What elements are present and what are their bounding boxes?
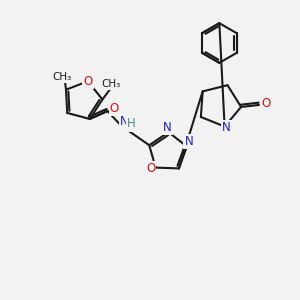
Text: O: O <box>261 98 271 110</box>
Text: O: O <box>83 75 92 88</box>
Text: O: O <box>110 102 119 115</box>
Text: CH₃: CH₃ <box>101 80 120 89</box>
Text: N: N <box>222 121 231 134</box>
Text: N: N <box>120 116 129 128</box>
Text: O: O <box>146 162 155 175</box>
Text: CH₃: CH₃ <box>52 72 72 82</box>
Text: N: N <box>163 121 172 134</box>
Text: N: N <box>184 135 193 148</box>
Text: H: H <box>127 117 136 130</box>
